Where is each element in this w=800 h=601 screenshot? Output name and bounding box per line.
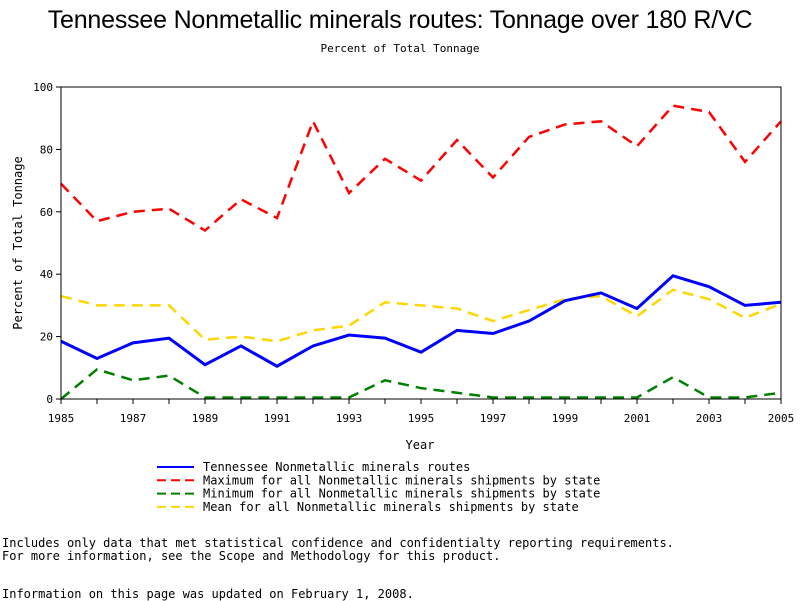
x-tick-label: 1995 xyxy=(408,412,435,425)
x-tick-label: 1985 xyxy=(48,412,75,425)
x-axis-label: Year xyxy=(406,438,435,452)
legend-label: Tennessee Nonmetallic minerals routes xyxy=(203,460,470,474)
x-tick-label: 1987 xyxy=(120,412,147,425)
x-tick-label: 2003 xyxy=(696,412,723,425)
chart-subtitle: Percent of Total Tonnage xyxy=(320,42,480,55)
x-tick-label: 1997 xyxy=(480,412,507,425)
y-tick-label: 0 xyxy=(46,393,53,406)
y-tick-label: 100 xyxy=(33,81,53,94)
x-tick-label: 2005 xyxy=(768,412,795,425)
series-line-1 xyxy=(60,104,782,233)
x-tick-label: 1989 xyxy=(192,412,219,425)
y-axis-label: Percent of Total Tonnage xyxy=(11,156,25,329)
series-line-2 xyxy=(60,367,782,400)
series-line-3 xyxy=(60,288,782,343)
y-axis-ticks: 0 20 40 60 80 100 xyxy=(33,81,61,406)
x-tick-label: 1993 xyxy=(336,412,363,425)
chart-title: Tennessee Nonmetallic minerals routes: T… xyxy=(47,6,753,34)
x-axis-ticks: 1985 1987 1989 1991 1993 1995 1997 1999 2001 2003… xyxy=(48,399,795,425)
series-line-0 xyxy=(60,274,782,368)
x-tick-label: 1991 xyxy=(264,412,291,425)
y-tick-label: 80 xyxy=(40,143,53,156)
footnote-updated: Information on this page was updated on … xyxy=(2,587,414,601)
legend-label: Mean for all Nonmetallic minerals shipme… xyxy=(203,500,579,514)
footnote-confidence: Includes only data that met statistical … xyxy=(2,536,674,550)
y-tick-label: 40 xyxy=(40,268,53,281)
legend-label: Maximum for all Nonmetallic minerals shi… xyxy=(203,473,600,487)
x-tick-label: 1999 xyxy=(552,412,579,425)
x-tick-label: 2001 xyxy=(624,412,651,425)
plot-lines xyxy=(60,104,782,400)
legend: Tennessee Nonmetallic minerals routesMax… xyxy=(157,460,600,514)
footnote-methodology: For more information, see the Scope and … xyxy=(2,549,501,563)
y-tick-label: 60 xyxy=(40,206,53,219)
y-tick-label: 20 xyxy=(40,331,53,344)
legend-label: Minimum for all Nonmetallic minerals shi… xyxy=(203,487,600,501)
